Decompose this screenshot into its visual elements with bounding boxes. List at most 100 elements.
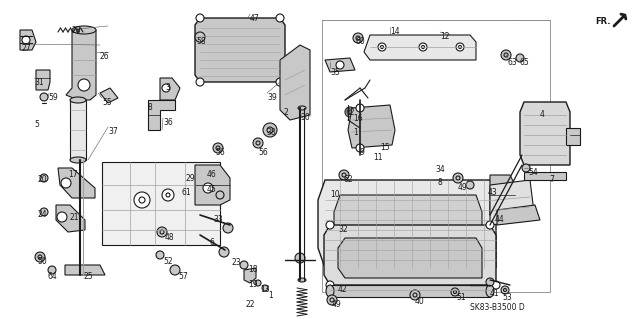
Polygon shape [102,162,220,245]
Text: 2: 2 [284,108,289,117]
Circle shape [326,281,334,289]
Text: SK83-B3500 D: SK83-B3500 D [470,303,525,312]
Polygon shape [66,30,96,100]
Text: 21: 21 [70,213,79,222]
Text: 49: 49 [458,183,468,192]
Circle shape [255,280,261,286]
Text: 9: 9 [360,148,365,157]
Circle shape [326,221,334,229]
Polygon shape [334,195,482,252]
Circle shape [356,104,364,112]
Circle shape [378,43,386,51]
Polygon shape [490,180,535,225]
Text: 25: 25 [83,272,93,281]
Text: 56: 56 [215,148,225,157]
Polygon shape [244,268,256,283]
Text: 1: 1 [353,128,358,137]
Circle shape [61,178,71,188]
Circle shape [353,33,363,43]
Text: 61: 61 [182,188,191,197]
Polygon shape [338,238,482,278]
Circle shape [40,208,48,216]
Text: 22: 22 [245,300,255,309]
Text: 40: 40 [415,297,425,306]
Ellipse shape [326,285,334,297]
Text: 5: 5 [34,120,39,129]
Ellipse shape [298,106,306,110]
Polygon shape [280,45,310,120]
Circle shape [336,61,344,69]
Circle shape [40,93,48,101]
Circle shape [295,253,305,263]
Circle shape [240,261,248,269]
Text: 17: 17 [68,170,77,179]
Text: 29: 29 [185,174,195,183]
Text: 13: 13 [260,285,269,294]
Circle shape [162,189,174,201]
Text: 26: 26 [100,52,109,61]
Polygon shape [58,168,95,198]
Text: 49: 49 [332,300,342,309]
Text: 18: 18 [248,265,257,274]
Circle shape [134,192,150,208]
Text: 37: 37 [108,127,118,136]
Polygon shape [520,102,570,165]
Text: 16: 16 [353,114,363,123]
Text: 38: 38 [266,128,276,137]
Circle shape [157,227,167,237]
Text: 64: 64 [48,272,58,281]
Text: 52: 52 [163,257,173,266]
Text: 8: 8 [148,103,153,112]
Text: 53: 53 [502,293,512,302]
Text: 1: 1 [268,291,273,300]
Text: 46: 46 [207,170,217,179]
Circle shape [196,14,204,22]
Text: 31: 31 [34,78,44,87]
Text: 43: 43 [488,188,498,197]
Circle shape [57,212,67,222]
Circle shape [451,288,459,296]
Circle shape [516,54,524,62]
Circle shape [213,143,223,153]
Polygon shape [56,205,85,232]
Circle shape [466,181,474,189]
Circle shape [203,183,213,193]
Text: 50: 50 [37,257,47,266]
Circle shape [339,170,349,180]
Polygon shape [100,88,118,103]
Text: 39: 39 [267,93,276,102]
Text: 24: 24 [38,210,47,219]
Circle shape [263,123,277,137]
Polygon shape [148,100,175,130]
Circle shape [456,43,464,51]
Polygon shape [566,128,580,145]
Circle shape [356,144,364,152]
Text: 8: 8 [437,178,442,187]
Circle shape [486,221,494,229]
Circle shape [78,79,90,91]
Polygon shape [490,175,515,215]
Bar [330,285,490,297]
Text: 48: 48 [165,233,175,242]
Text: 15: 15 [380,143,390,152]
Circle shape [453,173,463,183]
Text: 3: 3 [165,83,170,92]
Text: 57: 57 [178,272,188,281]
Ellipse shape [72,26,96,34]
Polygon shape [364,35,476,60]
Text: 59: 59 [48,93,58,102]
Text: 19: 19 [248,280,258,289]
Circle shape [156,251,164,259]
Text: 55: 55 [102,98,112,107]
Text: 42: 42 [338,285,348,294]
Text: 10: 10 [330,190,340,199]
Ellipse shape [70,97,86,103]
Text: 41: 41 [490,289,500,298]
Text: 11: 11 [373,153,383,162]
Polygon shape [195,165,230,205]
Text: 23: 23 [232,258,242,267]
Text: 51: 51 [456,293,466,302]
Text: 12: 12 [440,32,449,41]
Text: 62: 62 [345,108,355,117]
Circle shape [492,281,500,289]
